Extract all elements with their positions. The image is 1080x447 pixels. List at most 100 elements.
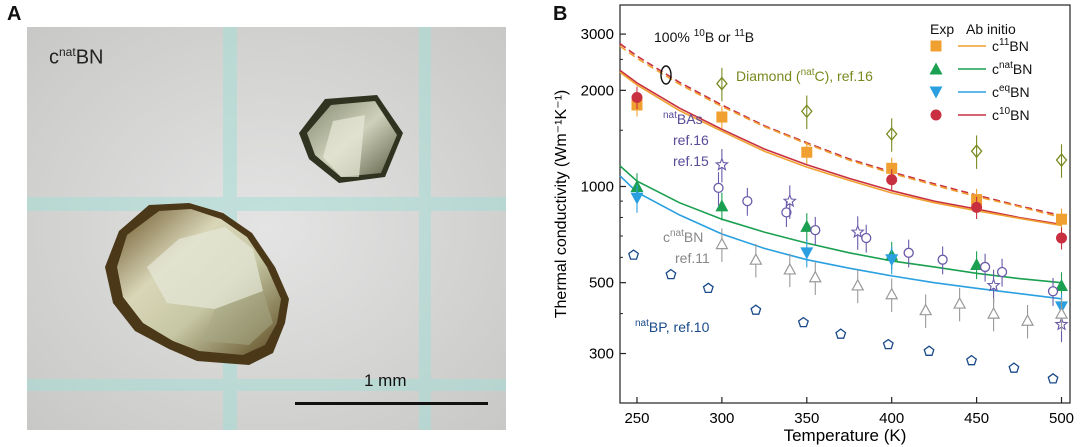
point-natBAs_ref16 [810, 225, 821, 236]
bp-annotation: natBP, ref.10 [635, 318, 710, 335]
point-diamond_natC [800, 104, 813, 119]
point-natBP_ref10 [750, 304, 762, 315]
point-natBAs_ref16 [781, 207, 792, 218]
point-natBAs_ref16 [903, 247, 914, 258]
legend-marker-11 [930, 40, 942, 52]
legend-label-11: c11BN [992, 37, 1029, 54]
diamond-annotation: Diamond (natC), ref.16 [736, 67, 873, 84]
curve-isotope_pure_b [619, 45, 1062, 219]
curve-isotope_pure_a [619, 43, 1062, 217]
point-cnatBN_ref11 [919, 303, 933, 316]
point-natBP_ref10 [835, 328, 847, 339]
point-diamond_natC [885, 126, 898, 142]
point-c11BN [801, 146, 813, 158]
y-tick-label: 1000 [581, 178, 614, 195]
point-c11BN [1056, 213, 1068, 225]
point-natBAs_ref16 [996, 266, 1008, 278]
curve-ceqBN [619, 175, 1062, 300]
x-tick-label: 350 [794, 410, 819, 427]
point-diamond_natC [970, 144, 983, 159]
sample-label: cnatBN [49, 45, 104, 69]
point-c11BN [886, 162, 898, 174]
point-natBAs_ref16 [742, 195, 753, 207]
thermal-conductivity-chart: 250 300 350 400 450 500 300 500 1000 2000 3000 Tem… [553, 4, 1074, 445]
isotope-marker-ellipse [660, 65, 672, 85]
x-tick-label: 250 [624, 410, 649, 427]
y-tick-label: 2000 [581, 82, 614, 99]
y-tick-label: 500 [589, 275, 614, 292]
point-c10BN [631, 91, 643, 103]
point-c11BN [716, 111, 728, 123]
x-tick-label: 300 [709, 410, 734, 427]
point-cnatBN [715, 199, 729, 212]
legend: Exp Ab initio c11BN cnatBN ceqBN c10BN [929, 21, 1032, 123]
point-c10BN [971, 201, 983, 213]
curve-cnatBN [619, 165, 1062, 284]
y-tick-label: 300 [589, 346, 614, 363]
legend-label-nat: cnatBN [992, 60, 1032, 77]
axis-ticks: 250 300 350 400 450 500 300 500 1000 2000 3000 [581, 26, 1074, 427]
curve-c11BN [619, 71, 1062, 227]
crystal-photo: cnatBN 1 mm [27, 27, 506, 430]
point-natBAs_ref16 [861, 232, 872, 244]
point-cnatBN_ref11 [783, 262, 797, 275]
point-natBAs_ref16 [713, 182, 724, 194]
point-natBP_ref10 [1047, 372, 1059, 384]
point-natBP_ref10 [923, 345, 935, 356]
point-diamond_natC [1055, 153, 1068, 168]
experimental-points [628, 67, 1069, 384]
point-natBP_ref10 [797, 316, 809, 328]
point-cnatBN_ref11 [987, 306, 1001, 319]
point-cnatBN_ref11 [715, 237, 729, 250]
point-cnatBN_ref11 [1054, 306, 1069, 319]
curve-c10BN [619, 69, 1062, 226]
point-cnatBN_ref11 [1021, 313, 1035, 326]
point-cnatBN [800, 219, 814, 232]
y-axis-label: Thermal conductivity (Wm⁻¹K⁻¹) [553, 90, 570, 318]
y-tick-label: 3000 [581, 26, 614, 43]
point-c10BN [1056, 232, 1068, 244]
panel-a-letter: A [7, 3, 22, 25]
crystal-photo-image [27, 27, 506, 430]
point-natBAs_ref15 [850, 224, 865, 239]
point-natBAs_ref16 [1047, 286, 1059, 297]
point-cnatBN_ref11 [749, 252, 763, 265]
legend-marker-eq [929, 86, 943, 99]
point-natBP_ref10 [966, 354, 978, 366]
legend-header-theory: Ab initio [966, 21, 1016, 37]
point-natBP_ref10 [665, 268, 677, 280]
point-natBAs_ref15 [782, 193, 797, 208]
point-natBP_ref10 [882, 338, 894, 350]
point-diamond_natC [716, 76, 728, 91]
legend-marker-nat [929, 62, 943, 75]
legend-label-eq: ceqBN [992, 83, 1030, 100]
scale-bar-label: 1 mm [364, 371, 407, 390]
x-tick-label: 400 [879, 410, 904, 427]
point-c10BN [886, 174, 898, 186]
point-natBP_ref10 [628, 249, 640, 260]
point-ceqBN [885, 254, 899, 267]
point-natBAs_ref16 [979, 261, 991, 273]
bn-ref-annotation: cnatBN ref.11 [663, 228, 710, 266]
point-natBP_ref10 [1008, 362, 1020, 373]
point-cnatBN_ref11 [851, 278, 865, 291]
theory-curves [619, 43, 1062, 300]
point-ceqBN [630, 192, 644, 205]
point-cnatBN_ref11 [808, 270, 822, 283]
point-natBAs_ref16 [937, 254, 948, 265]
legend-label-10: c10BN [992, 106, 1030, 123]
point-cnatBN_ref11 [953, 296, 967, 309]
point-natBAs_ref15 [986, 277, 1001, 292]
point-natBP_ref10 [702, 282, 714, 294]
plot-frame [619, 4, 1071, 404]
legend-marker-10 [930, 109, 942, 121]
point-cnatBN_ref11 [885, 287, 899, 300]
point-cnatBN [970, 257, 984, 270]
bas-annotation: natBAs ref.16 ref.15 [663, 110, 713, 169]
point-natBAs_ref15 [714, 157, 730, 171]
isotope-annotation: 100% 10B or 11B [654, 28, 754, 45]
x-axis-label: Temperature (K) [784, 426, 907, 445]
x-tick-label: 450 [964, 410, 989, 427]
point-cnatBN [1055, 278, 1069, 291]
panel-b-letter: B [553, 3, 568, 25]
